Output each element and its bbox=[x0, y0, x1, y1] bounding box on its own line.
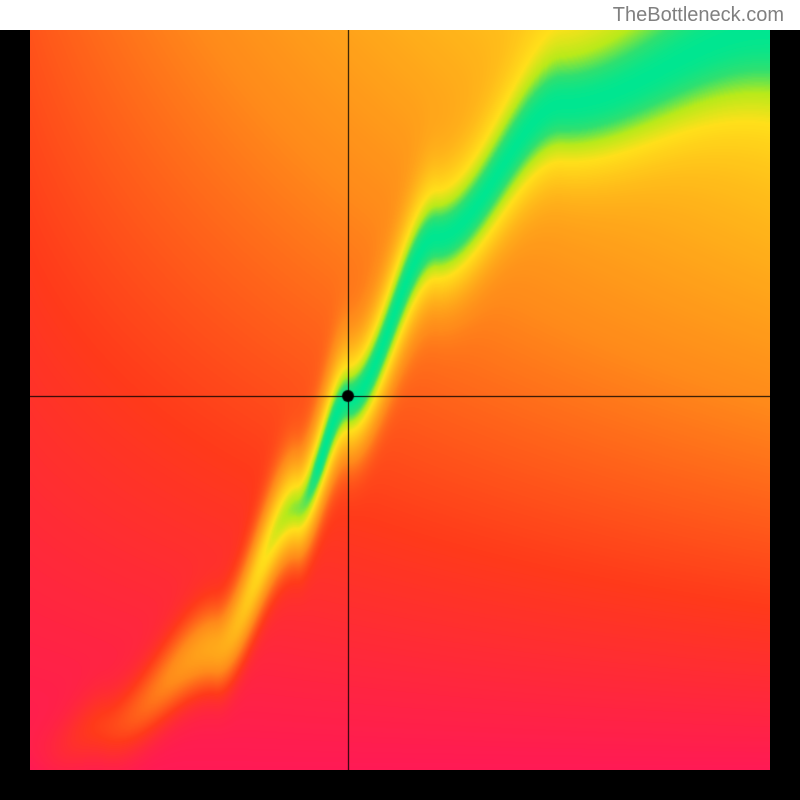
heatmap-plot bbox=[30, 30, 770, 770]
heatmap-canvas bbox=[30, 30, 770, 770]
attribution-text: TheBottleneck.com bbox=[613, 4, 784, 27]
bottleneck-chart bbox=[0, 30, 800, 800]
